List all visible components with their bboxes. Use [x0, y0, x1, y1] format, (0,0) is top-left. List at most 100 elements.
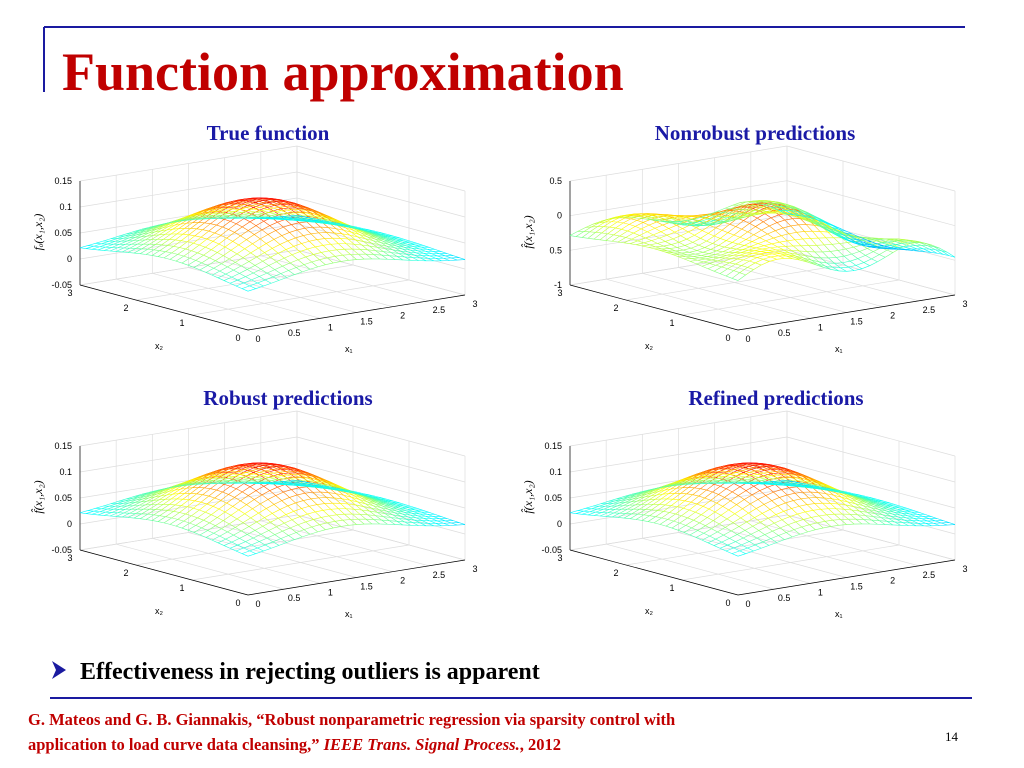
mesh-line: [115, 238, 124, 242]
mesh-line: [189, 257, 196, 261]
mesh-line: [398, 253, 405, 258]
z-tick-label: 0: [67, 254, 72, 264]
mesh-line: [655, 245, 664, 248]
mesh-line: [751, 241, 759, 244]
mesh-line: [135, 243, 144, 249]
mesh-line: [232, 199, 241, 202]
mesh-line: [173, 246, 180, 248]
mesh-line: [381, 254, 388, 260]
mesh-line: [230, 220, 237, 225]
mesh-line: [338, 223, 346, 226]
mesh-line: [769, 247, 777, 251]
mesh-line: [244, 202, 251, 205]
mesh-line: [274, 269, 281, 274]
mesh-line: [242, 226, 249, 231]
mesh-line: [709, 263, 716, 266]
mesh-line: [334, 221, 341, 224]
mesh-line: [265, 204, 272, 207]
mesh-line: [623, 238, 632, 244]
mesh-line: [671, 254, 680, 256]
mesh-line: [356, 226, 364, 229]
mesh-line: [639, 235, 646, 239]
mesh-line: [362, 231, 369, 236]
mesh-line: [798, 224, 805, 232]
mesh-line: [146, 226, 155, 231]
mesh-line: [787, 254, 795, 258]
mesh-line: [665, 241, 672, 245]
mesh-line: [251, 276, 260, 281]
mesh-line: [320, 219, 328, 222]
mesh-line: [706, 235, 715, 242]
mesh-line: [643, 242, 650, 246]
mesh-line: [745, 269, 754, 276]
mesh-line: [597, 221, 606, 227]
mesh-line: [405, 245, 414, 247]
mesh-line: [879, 254, 886, 258]
mesh-line: [787, 204, 794, 207]
mesh-line: [163, 257, 171, 260]
mesh-line: [257, 213, 264, 216]
mesh-line: [667, 214, 676, 216]
mesh-line: [735, 220, 744, 227]
mesh-line: [691, 257, 700, 259]
mesh-line: [585, 226, 592, 228]
z-tick-label: 0.15: [54, 176, 72, 186]
mesh-line: [107, 240, 116, 245]
mesh-line: [771, 241, 780, 245]
mesh-line: [289, 232, 296, 239]
mesh-line: [752, 206, 761, 208]
mesh-line: [386, 234, 394, 237]
mesh-line: [124, 232, 133, 237]
mesh-line: [705, 222, 713, 225]
mesh-line: [620, 214, 629, 217]
mesh-line: [836, 255, 845, 258]
x2-tick-label: 1: [669, 318, 674, 328]
mesh-line: [718, 245, 725, 248]
mesh-line: [748, 247, 757, 251]
mesh-line: [408, 251, 415, 256]
mesh-line: [254, 229, 263, 235]
mesh-line: [706, 221, 715, 223]
mesh-line: [322, 245, 330, 252]
x1-tick-label: 1.5: [360, 317, 373, 327]
mesh-line: [305, 254, 314, 258]
mesh-line: [272, 244, 281, 249]
mesh-line: [757, 217, 764, 223]
mesh-line: [599, 239, 607, 241]
mesh-line: [213, 263, 222, 269]
mesh-line: [117, 243, 126, 249]
mesh-line: [269, 212, 278, 215]
mesh-line: [321, 250, 330, 253]
mesh-line: [737, 274, 746, 281]
mesh-line: [675, 215, 684, 218]
mesh-line: [854, 268, 863, 271]
mesh-line: [895, 244, 904, 248]
x2-tick-label: 1: [179, 318, 184, 328]
mesh-line: [311, 210, 318, 213]
mesh-line: [775, 210, 784, 214]
mesh-line: [309, 266, 318, 270]
mesh-line: [739, 231, 748, 238]
slide-title: Function approximation: [62, 42, 624, 102]
mesh-line: [342, 254, 349, 261]
mesh-line: [142, 230, 151, 235]
mesh-line: [685, 256, 692, 259]
mesh-line: [309, 239, 318, 242]
mesh-line: [282, 265, 289, 271]
mesh-line: [214, 206, 223, 208]
mesh-line: [431, 253, 438, 257]
mesh-line: [374, 238, 381, 243]
mesh-line: [225, 269, 234, 275]
mesh-line: [145, 249, 154, 255]
mesh-line: [724, 242, 733, 248]
mesh-line: [781, 251, 790, 254]
mesh-line: [415, 252, 423, 256]
mesh-line: [210, 223, 217, 226]
mesh-line: [812, 230, 819, 239]
mesh-line: [372, 240, 380, 245]
mesh-line: [757, 243, 765, 246]
mesh-line: [305, 209, 314, 214]
mesh-line: [337, 224, 344, 226]
mesh-line: [698, 220, 707, 222]
mesh-line: [394, 247, 401, 252]
